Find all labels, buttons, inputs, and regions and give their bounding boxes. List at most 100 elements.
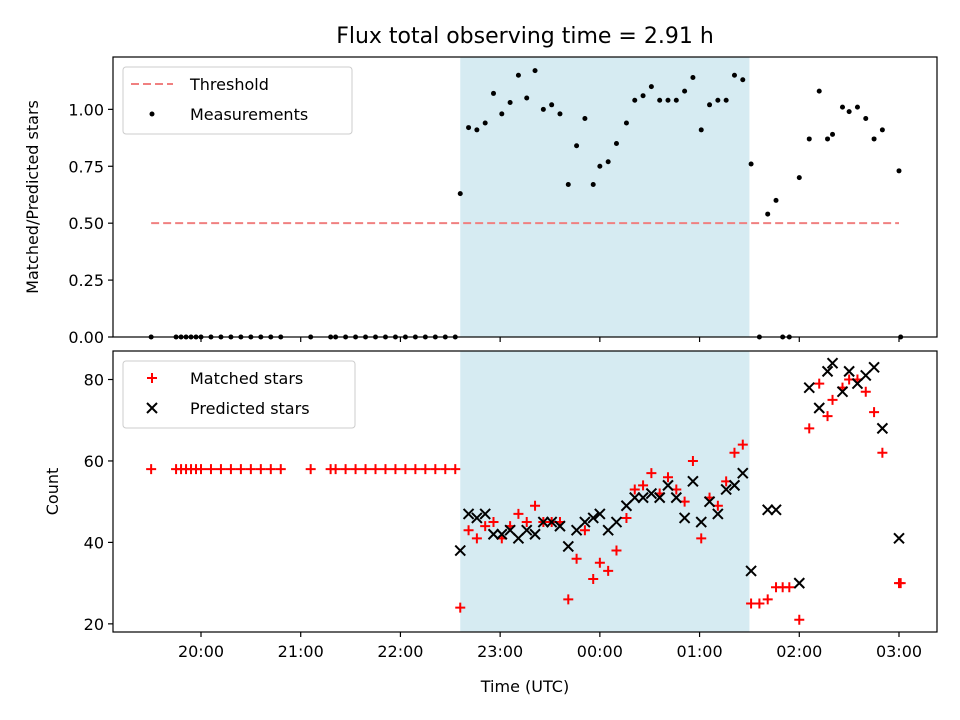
measurement-point-74 [825,136,831,142]
matched-star-point-28 [440,464,451,475]
predicted-star-point-48 [876,422,889,435]
bottom-legend: Matched stars Predicted stars [122,360,356,429]
measurement-point-62 [723,97,729,103]
matched-star-point-7 [205,464,216,475]
predicted-star-point-26 [670,491,683,504]
measurement-point-48 [605,159,611,165]
matched-star-point-26 [420,464,431,475]
matched-star-point-55 [662,472,673,483]
matched-star-point-80 [869,407,880,418]
matched-star-point-21 [370,464,381,475]
measurement-point-40 [540,106,546,112]
predicted-star-point-21 [629,491,641,504]
measurement-point-76 [839,104,845,110]
measurement-point-38 [524,95,530,101]
matched-star-point-50 [621,512,632,523]
predicted-star-point-28 [687,475,699,488]
predicted-star-point-44 [843,365,855,378]
measurement-point-44 [574,143,580,149]
top-y-axis-label: Matched/Predicted stars [23,100,42,294]
measurement-point-71 [796,175,802,181]
predicted-star-point-35 [745,565,757,577]
predicted-star-point-41 [821,365,834,378]
measurement-point-72 [806,136,812,142]
measurement-point-43 [565,181,571,187]
matched-star-point-20 [360,464,371,475]
top-y-tick-label-1: 0.25 [68,271,104,290]
matched-star-point-70 [784,582,795,593]
measurement-point-47 [597,163,603,169]
predicted-star-point-1 [462,508,475,520]
top-y-tick-label-0: 0.00 [68,328,104,347]
matched-star-point-6 [196,464,206,475]
measurement-point-75 [830,131,836,137]
x-tick-label-5: 01:00 [677,642,723,661]
measurement-point-54 [657,97,663,103]
predicted-star-point-5 [496,528,508,540]
predicted-star-point-27 [678,512,691,524]
measurement-point-57 [682,88,688,94]
measurement-point-42 [557,111,563,117]
matched-star-point-30 [455,602,466,613]
x-tick-label-3: 23:00 [477,642,523,661]
predicted-star-point-12 [554,520,566,532]
matched-star-point-37 [513,508,524,519]
predicted-star-point-25 [662,479,674,492]
predicted-star-point-40 [813,402,825,414]
matched-star-point-73 [814,378,825,389]
matched-star-point-46 [588,574,599,585]
top-legend-label-1: Measurements [190,105,308,124]
predicted-star-point-42 [826,357,839,369]
predicted-star-point-16 [587,512,599,524]
measurement-point-52 [640,93,646,99]
predicted-star-point-36 [762,504,774,516]
measurement-point-78 [854,104,860,110]
measurement-point-33 [482,120,488,126]
matched-star-point-83 [895,578,906,589]
predicted-star-point-17 [594,508,606,520]
matched-star-point-59 [696,533,707,544]
top-legend-label-0: Threshold [189,75,269,94]
measurement-point-55 [665,97,671,103]
matched-star-point-25 [410,464,421,475]
matched-star-point-23 [390,464,401,475]
bottom-y-tick-label-1: 40 [84,533,104,552]
measurement-point-73 [816,88,822,94]
x-tick-label-7: 03:00 [876,642,922,661]
legend-measurements-marker [149,111,155,117]
chart-title: Flux total observing time = 2.91 h [336,24,714,49]
predicted-star-point-19 [610,516,623,528]
predicted-star-point-13 [562,540,574,553]
predicted-star-point-11 [545,516,558,528]
predicted-star-point-0 [454,544,466,557]
matched-star-point-71 [794,614,805,625]
matched-star-point-39 [530,500,541,511]
measurement-point-79 [863,115,869,121]
x-axis-label: Time (UTC) [480,677,569,696]
bottom-panel: 20 40 60 80 Count 20:00 21:00 22:00 23:00 00:00 01… [43,350,938,696]
predicted-star-point-15 [579,516,591,528]
bottom-axes-frame [112,350,938,633]
predicted-star-point-24 [653,491,666,504]
predicted-star-point-34 [737,467,749,479]
measurement-point-64 [740,77,746,83]
measurement-point-61 [715,97,721,103]
matched-star-point-58 [687,455,698,466]
matched-star-point-67 [762,594,773,605]
top-y-tick-label-3: 0.75 [68,157,104,176]
measurement-point-30 [457,191,463,197]
bottom-legend-label-1: Predicted stars [190,399,310,418]
bottom-legend-label-0: Matched stars [190,369,303,388]
measurement-point-31 [466,125,472,131]
predicted-star-point-4 [487,528,500,540]
measurement-point-37 [515,72,521,78]
x-tick-label-6: 02:00 [776,642,822,661]
matched-star-point-17 [330,464,341,475]
predicted-star-point-38 [793,577,805,589]
predicted-star-point-22 [637,491,649,504]
matched-star-point-66 [754,598,765,609]
bottom-y-axis-label: Count [43,468,62,516]
top-panel: 0.00 0.25 0.50 0.75 1.00 Matched/Predicted st… [23,56,938,347]
predicted-star-point-47 [868,361,880,373]
